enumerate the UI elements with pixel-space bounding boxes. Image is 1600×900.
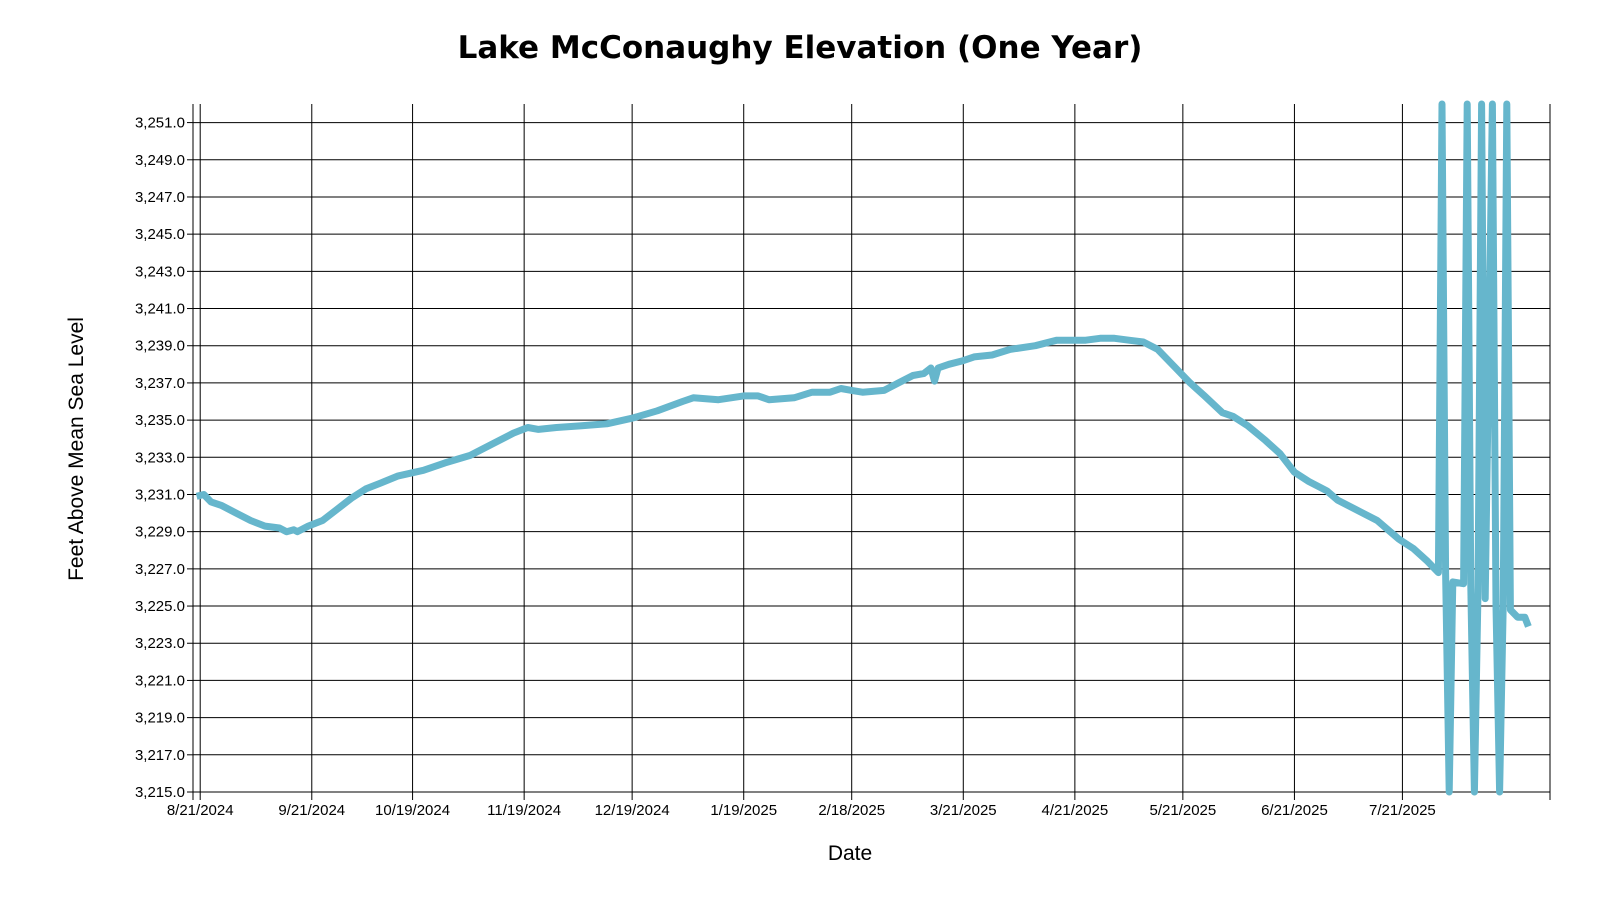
y-tick-label: 3,227.0 <box>135 561 185 578</box>
y-tick-label: 3,247.0 <box>135 189 185 206</box>
x-tick-label: 9/21/2024 <box>278 802 345 819</box>
y-tick-label: 3,231.0 <box>135 486 185 503</box>
y-axis-label: Feet Above Mean Sea Level <box>65 317 88 581</box>
y-tick-label: 3,237.0 <box>135 375 185 392</box>
y-tick-label: 3,225.0 <box>135 598 185 615</box>
series-layer <box>195 100 1532 796</box>
x-tick-label: 8/21/2024 <box>167 802 234 819</box>
x-tick-label: 6/21/2025 <box>1261 802 1328 819</box>
y-tick-label: 3,221.0 <box>135 672 185 689</box>
x-axis-label: Date <box>827 842 873 865</box>
x-tick-label: 5/21/2025 <box>1149 802 1216 819</box>
x-tick-label: 10/19/2024 <box>375 802 450 819</box>
x-tick-label: 12/19/2024 <box>595 802 670 819</box>
x-tick-label: 1/19/2025 <box>710 802 777 819</box>
y-tick-label: 3,243.0 <box>135 263 185 280</box>
y-tick-label: 3,217.0 <box>135 747 185 764</box>
y-tick-label: 3,239.0 <box>135 338 185 355</box>
y-tick-label: 3,251.0 <box>135 115 185 132</box>
gridlines <box>193 104 1550 800</box>
x-tick-label: 4/21/2025 <box>1042 802 1109 819</box>
tick-labels: 3,251.0 3,249.0 3,247.0 3,245.0 3,243.0 3,241… <box>135 115 1436 819</box>
x-tick-label: 11/19/2024 <box>487 802 561 819</box>
x-tick-label: 3/21/2025 <box>930 802 997 819</box>
x-tick-label: 2/18/2025 <box>818 802 885 819</box>
y-tick-label: 3,235.0 <box>135 412 185 429</box>
y-tick-label: 3,229.0 <box>135 524 185 541</box>
axes <box>187 104 1551 800</box>
y-tick-label: 3,249.0 <box>135 152 185 169</box>
y-tick-label: 3,233.0 <box>135 449 185 466</box>
y-tick-label: 3,219.0 <box>135 710 185 727</box>
elevation-series-line <box>195 100 1532 796</box>
y-tick-label: 3,245.0 <box>135 226 185 243</box>
chart-title: Lake McConaughy Elevation (One Year) <box>457 30 1143 66</box>
y-tick-label: 3,241.0 <box>135 301 185 318</box>
y-tick-label: 3,223.0 <box>135 635 185 652</box>
x-tick-label: 7/21/2025 <box>1369 802 1436 819</box>
y-tick-label: 3,215.0 <box>135 784 185 801</box>
